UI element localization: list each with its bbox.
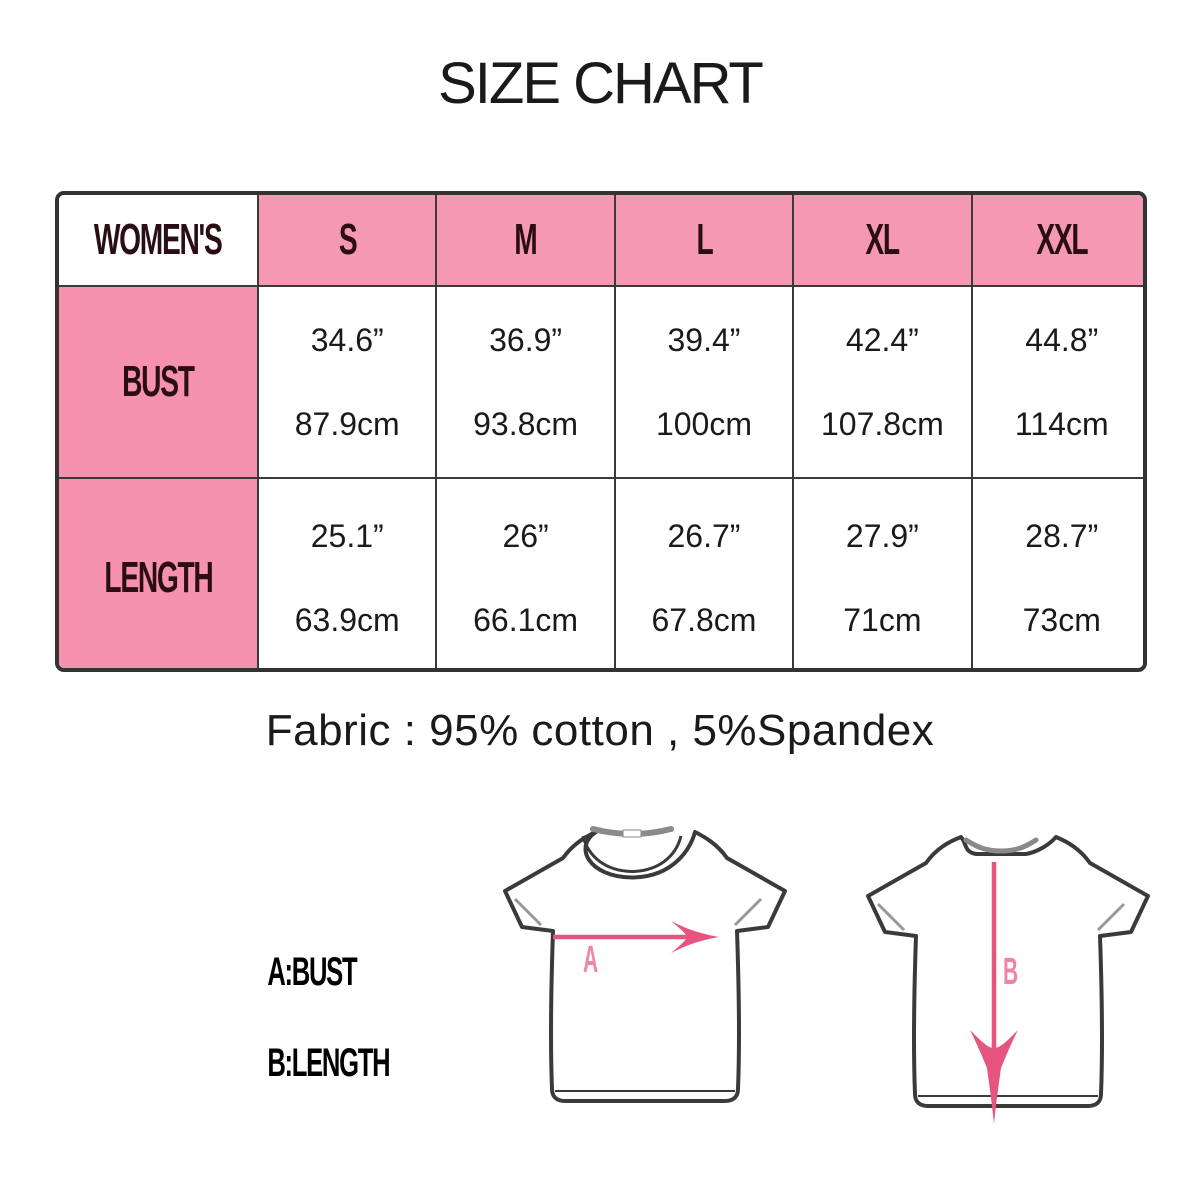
svg-text:B: B [1003, 951, 1018, 993]
svg-text:A: A [583, 939, 598, 981]
